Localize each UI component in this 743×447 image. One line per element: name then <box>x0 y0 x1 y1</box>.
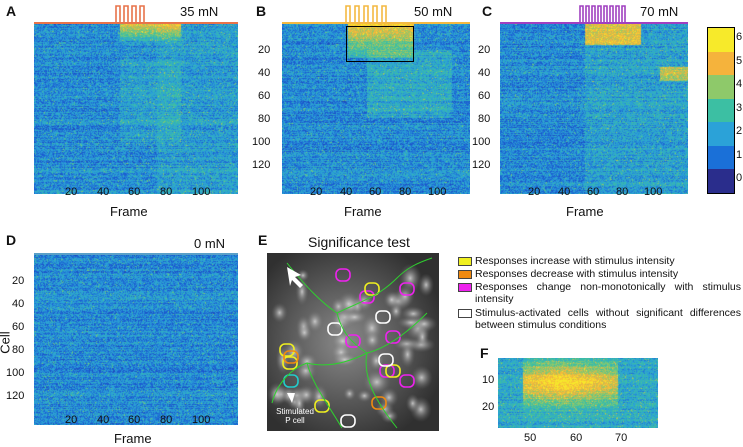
legend-text: Responses decrease with stimulus intensi… <box>475 268 679 280</box>
heatmap-d <box>34 255 238 425</box>
xtick-a-20: 20 <box>65 186 78 198</box>
f-ytick-20: 20 <box>482 401 495 413</box>
legend-swatch <box>458 257 472 266</box>
colorbar <box>707 27 735 194</box>
ytick-d-80: 80 <box>12 344 25 356</box>
f-xtick-50: 50 <box>524 432 537 444</box>
panel-label-e: E <box>258 232 268 248</box>
f-xtick-70: 70 <box>615 432 628 444</box>
heatmap-c <box>500 24 688 194</box>
ytick-b-60: 60 <box>258 90 271 102</box>
panel-label-a: A <box>6 3 17 19</box>
legend-swatch <box>458 270 472 279</box>
xtick-b-60: 60 <box>369 186 382 198</box>
stimulus-trace-a <box>115 5 145 22</box>
colorbar-tick-0: 0 <box>736 172 743 185</box>
stimulated-cell-label: Stimulated P cell <box>276 407 314 425</box>
force-label-b: 50 mN <box>414 4 453 19</box>
xtick-a-100: 100 <box>192 186 211 198</box>
xtick-a-60: 60 <box>128 186 141 198</box>
significance-image: Stimulated P cell <box>267 253 439 431</box>
force-label-c: 70 mN <box>640 4 679 19</box>
stimulus-baseline-b <box>282 22 470 24</box>
xlabel-d: Frame <box>114 431 152 446</box>
panel-label-d: D <box>6 232 17 248</box>
legend-text: Stimulus-activated cells without signifi… <box>475 307 741 331</box>
xtick-d-40: 40 <box>97 414 110 426</box>
colorbar-segment <box>708 98 734 123</box>
xtick-d-20: 20 <box>65 414 78 426</box>
zoom-box <box>346 26 414 62</box>
xtick-b-100: 100 <box>428 186 447 198</box>
xtick-c-40: 40 <box>558 186 571 198</box>
colorbar-segment <box>708 145 734 170</box>
colorbar-segment <box>708 51 734 76</box>
ytick-d-40: 40 <box>12 298 25 310</box>
ytick-d-100: 100 <box>6 367 25 379</box>
colorbar-segment <box>708 28 734 52</box>
xlabel-b: Frame <box>344 204 382 219</box>
ytick-c-40: 40 <box>478 67 491 79</box>
panel-label-b: B <box>256 3 267 19</box>
xtick-a-40: 40 <box>97 186 110 198</box>
heatmap-f <box>498 358 658 428</box>
xtick-b-20: 20 <box>310 186 323 198</box>
colorbar-tick-2: 2 <box>736 125 743 138</box>
legend-swatch <box>458 309 472 318</box>
ytick-b-20: 20 <box>258 44 271 56</box>
f-xtick-60: 60 <box>570 432 583 444</box>
f-ytick-10: 10 <box>482 374 495 386</box>
force-label-a: 35 mN <box>180 4 219 19</box>
ytick-b-120: 120 <box>252 159 271 171</box>
colorbar-segment <box>708 122 734 146</box>
xtick-d-60: 60 <box>128 414 141 426</box>
force-label-d: 0 mN <box>194 236 226 251</box>
ytick-d-60: 60 <box>12 321 25 333</box>
stimulus-trace-b <box>345 5 387 22</box>
stimulus-baseline-d <box>34 253 238 255</box>
ytick-c-100: 100 <box>472 136 491 148</box>
panel-label-f: F <box>480 345 489 361</box>
xlabel-a: Frame <box>110 204 148 219</box>
xtick-b-80: 80 <box>399 186 412 198</box>
xtick-a-80: 80 <box>160 186 173 198</box>
ytick-c-80: 80 <box>478 113 491 125</box>
xtick-c-60: 60 <box>587 186 600 198</box>
panel-label-c: C <box>482 3 493 19</box>
ytick-b-80: 80 <box>258 113 271 125</box>
significance-title: Significance test <box>308 234 410 250</box>
xtick-c-100: 100 <box>644 186 663 198</box>
ytick-d-20: 20 <box>12 275 25 287</box>
colorbar-segment <box>708 75 734 99</box>
xtick-c-80: 80 <box>616 186 629 198</box>
colorbar-tick-4: 4 <box>736 78 743 91</box>
xtick-c-20: 20 <box>528 186 541 198</box>
ytick-c-120: 120 <box>472 159 491 171</box>
ytick-c-60: 60 <box>478 90 491 102</box>
legend-text: Responses increase with stimulus intensi… <box>475 255 675 267</box>
xlabel-c: Frame <box>566 204 604 219</box>
stimulus-baseline-a <box>34 22 238 24</box>
xtick-d-100: 100 <box>192 414 211 426</box>
ytick-d-120: 120 <box>6 390 25 402</box>
heatmap-b <box>282 24 470 194</box>
xtick-b-40: 40 <box>340 186 353 198</box>
ytick-b-100: 100 <box>252 136 271 148</box>
colorbar-segment <box>708 169 734 193</box>
cell-outline-map <box>267 253 439 431</box>
ytick-c-20: 20 <box>478 44 491 56</box>
colorbar-tick-3: 3 <box>736 101 743 114</box>
stimulus-trace-c <box>579 5 626 22</box>
colorbar-tick-6: 6 <box>736 31 743 43</box>
legend-swatch <box>458 283 472 292</box>
ylabel-d: Cell <box>0 331 13 354</box>
colorbar-tick-1: 1 <box>736 148 743 161</box>
stimulus-baseline-c <box>500 22 688 24</box>
ytick-b-40: 40 <box>258 67 271 79</box>
heatmap-a <box>34 24 238 194</box>
legend-text: Responses change non-monotonically with … <box>475 281 741 305</box>
colorbar-tick-5: 5 <box>736 54 743 67</box>
xtick-d-80: 80 <box>160 414 173 426</box>
